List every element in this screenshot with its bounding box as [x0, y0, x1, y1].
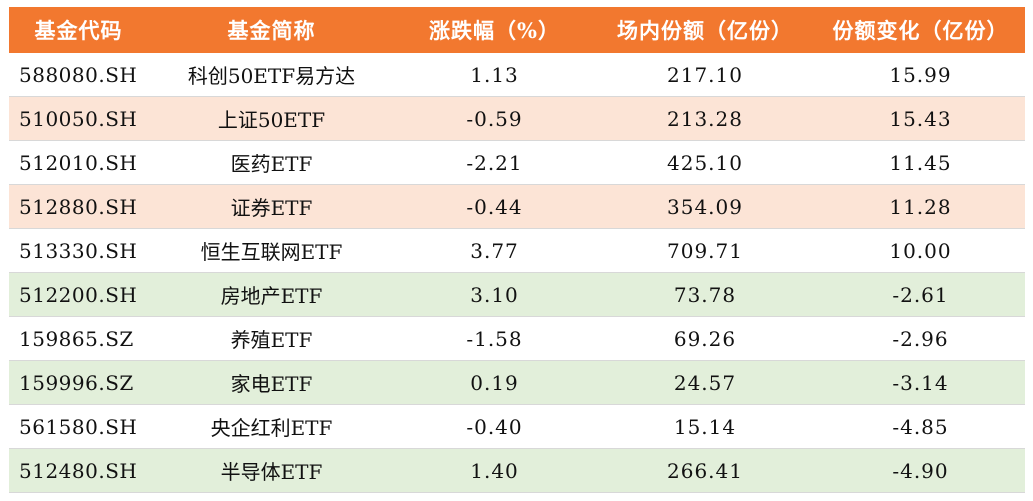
table-row: 512200.SH 房地产ETF 3.10 73.78 -2.61	[9, 272, 1025, 317]
cell-change-pct: 0.19	[395, 360, 594, 405]
cell-share-change: 15.43	[816, 96, 1025, 141]
cell-shares: 24.57	[594, 360, 816, 405]
cell-fund-name: 央企红利ETF	[148, 404, 395, 449]
header-change-pct: 涨跌幅（%）	[395, 7, 594, 53]
cell-share-change: -3.14	[816, 360, 1025, 405]
table-row: 513330.SH 恒生互联网ETF 3.77 709.71 10.00	[9, 228, 1025, 273]
cell-share-change: 11.28	[816, 184, 1025, 229]
cell-change-pct: -0.59	[395, 96, 594, 141]
table-row: 512010.SH 医药ETF -2.21 425.10 11.45	[9, 140, 1025, 185]
cell-fund-code: 588080.SH	[9, 53, 148, 97]
cell-share-change: 15.99	[816, 53, 1025, 97]
cell-fund-code: 512880.SH	[9, 184, 148, 229]
cell-fund-name: 恒生互联网ETF	[148, 228, 395, 273]
cell-share-change: 10.00	[816, 228, 1025, 273]
cell-shares: 73.78	[594, 272, 816, 317]
header-shares: 场内份额（亿份）	[594, 7, 816, 53]
cell-fund-name: 医药ETF	[148, 140, 395, 185]
cell-share-change: -2.61	[816, 272, 1025, 317]
cell-change-pct: -0.40	[395, 404, 594, 449]
cell-shares: 354.09	[594, 184, 816, 229]
cell-fund-name: 房地产ETF	[148, 272, 395, 317]
cell-change-pct: 1.13	[395, 53, 594, 97]
cell-change-pct: 1.40	[395, 448, 594, 493]
cell-fund-code: 561580.SH	[9, 404, 148, 449]
cell-change-pct: -0.44	[395, 184, 594, 229]
cell-shares: 69.26	[594, 316, 816, 361]
table-row: 159996.SZ 家电ETF 0.19 24.57 -3.14	[9, 360, 1025, 405]
cell-change-pct: -2.21	[395, 140, 594, 185]
table-header: 基金代码 基金简称 涨跌幅（%） 场内份额（亿份） 份额变化（亿份）	[9, 7, 1025, 53]
table-row: 588080.SH 科创50ETF易方达 1.13 217.10 15.99	[9, 53, 1025, 97]
cell-share-change: -4.85	[816, 404, 1025, 449]
table-row: 159865.SZ 养殖ETF -1.58 69.26 -2.96	[9, 316, 1025, 361]
table-body: 588080.SH 科创50ETF易方达 1.13 217.10 15.99 5…	[9, 53, 1025, 493]
cell-fund-code: 159996.SZ	[9, 360, 148, 405]
cell-fund-code: 512010.SH	[9, 140, 148, 185]
cell-fund-code: 513330.SH	[9, 228, 148, 273]
table-row: 512880.SH 证券ETF -0.44 354.09 11.28	[9, 184, 1025, 229]
cell-fund-name: 家电ETF	[148, 360, 395, 405]
cell-fund-code: 510050.SH	[9, 96, 148, 141]
cell-share-change: -4.90	[816, 448, 1025, 493]
cell-shares: 709.71	[594, 228, 816, 273]
cell-fund-code: 512200.SH	[9, 272, 148, 317]
table-row: 561580.SH 央企红利ETF -0.40 15.14 -4.85	[9, 404, 1025, 449]
cell-fund-code: 512480.SH	[9, 448, 148, 493]
cell-change-pct: -1.58	[395, 316, 594, 361]
cell-fund-code: 159865.SZ	[9, 316, 148, 361]
cell-shares: 425.10	[594, 140, 816, 185]
header-fund-code: 基金代码	[9, 7, 148, 53]
cell-fund-name: 上证50ETF	[148, 96, 395, 141]
header-row: 基金代码 基金简称 涨跌幅（%） 场内份额（亿份） 份额变化（亿份）	[9, 7, 1025, 53]
cell-fund-name: 半导体ETF	[148, 448, 395, 493]
cell-share-change: 11.45	[816, 140, 1025, 185]
header-share-change: 份额变化（亿份）	[816, 7, 1025, 53]
table-row: 512480.SH 半导体ETF 1.40 266.41 -4.90	[9, 448, 1025, 493]
cell-shares: 213.28	[594, 96, 816, 141]
etf-share-table: 基金代码 基金简称 涨跌幅（%） 场内份额（亿份） 份额变化（亿份） 58808…	[9, 7, 1025, 493]
cell-share-change: -2.96	[816, 316, 1025, 361]
cell-change-pct: 3.77	[395, 228, 594, 273]
cell-fund-name: 科创50ETF易方达	[148, 53, 395, 97]
header-fund-name: 基金简称	[148, 7, 395, 53]
cell-change-pct: 3.10	[395, 272, 594, 317]
cell-fund-name: 养殖ETF	[148, 316, 395, 361]
cell-shares: 266.41	[594, 448, 816, 493]
cell-shares: 217.10	[594, 53, 816, 97]
table-row: 510050.SH 上证50ETF -0.59 213.28 15.43	[9, 96, 1025, 141]
cell-shares: 15.14	[594, 404, 816, 449]
cell-fund-name: 证券ETF	[148, 184, 395, 229]
